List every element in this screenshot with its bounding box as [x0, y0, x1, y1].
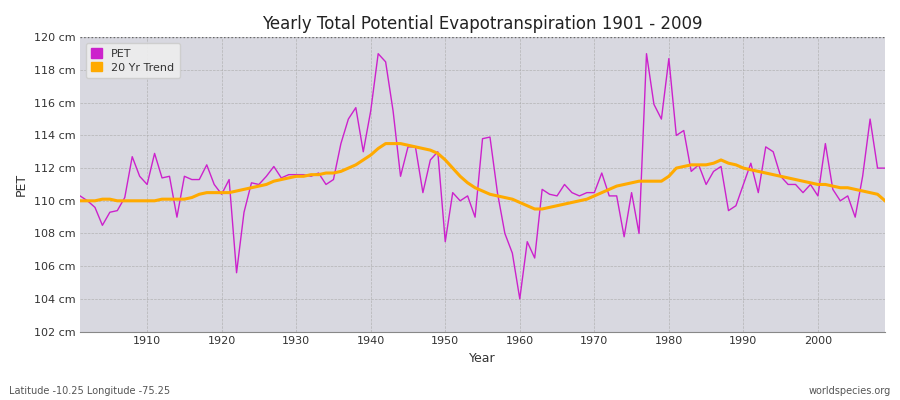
PET	[618, 234, 629, 239]
PET	[343, 117, 354, 122]
Y-axis label: PET: PET	[15, 173, 28, 196]
PET	[298, 172, 309, 177]
Legend: PET, 20 Yr Trend: PET, 20 Yr Trend	[86, 43, 180, 78]
20 Yr Trend	[134, 198, 145, 203]
PET	[529, 256, 540, 260]
Line: PET: PET	[80, 54, 885, 299]
20 Yr Trend	[879, 198, 890, 203]
PET	[515, 296, 526, 301]
Line: 20 Yr Trend: 20 Yr Trend	[80, 144, 885, 209]
20 Yr Trend	[529, 206, 540, 211]
20 Yr Trend	[75, 198, 86, 203]
20 Yr Trend	[343, 166, 354, 170]
PET	[134, 174, 145, 179]
X-axis label: Year: Year	[469, 352, 496, 365]
20 Yr Trend	[380, 141, 391, 146]
PET	[373, 51, 383, 56]
PET	[522, 239, 533, 244]
Text: Latitude -10.25 Longitude -75.25: Latitude -10.25 Longitude -75.25	[9, 386, 170, 396]
PET	[75, 194, 86, 198]
Title: Yearly Total Potential Evapotranspiration 1901 - 2009: Yearly Total Potential Evapotranspiratio…	[262, 15, 703, 33]
Text: worldspecies.org: worldspecies.org	[809, 386, 891, 396]
20 Yr Trend	[515, 200, 526, 205]
20 Yr Trend	[618, 182, 629, 187]
20 Yr Trend	[298, 174, 309, 179]
20 Yr Trend	[522, 203, 533, 208]
PET	[879, 166, 890, 170]
